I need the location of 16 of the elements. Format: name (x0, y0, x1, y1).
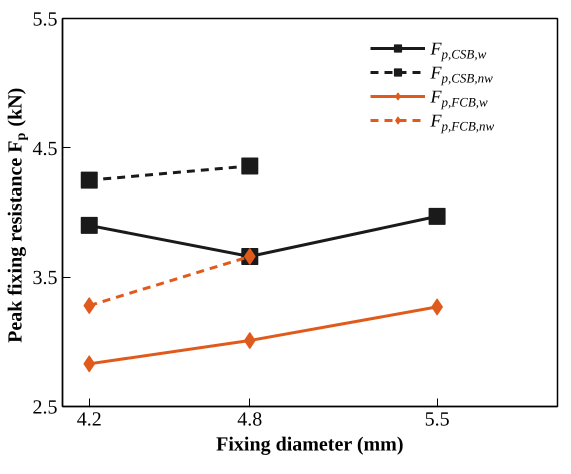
y-axis-title: Peak fixing resistance Fp (kN) (4, 88, 29, 343)
y-tick-label: 4.5 (32, 138, 58, 160)
y-tick-label: 3.5 (32, 267, 58, 290)
point (244, 332, 256, 350)
point (80, 172, 98, 189)
point (80, 216, 98, 234)
point (241, 157, 258, 174)
point (428, 208, 446, 225)
x-tick-label: 4.8 (237, 408, 262, 430)
point (83, 355, 96, 372)
y-tick-label: 2.5 (32, 396, 58, 418)
y-tick-label: 5.5 (32, 8, 58, 30)
point (83, 297, 96, 314)
x-tick-label: 4.2 (76, 408, 102, 430)
x-tick-label: 5.5 (424, 408, 450, 430)
x-axis-title: Fixing diameter (mm) (216, 434, 404, 456)
